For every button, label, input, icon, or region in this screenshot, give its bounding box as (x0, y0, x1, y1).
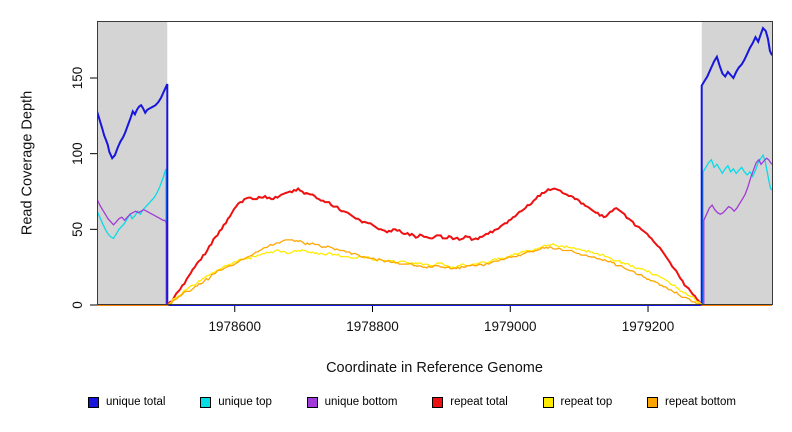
legend-label: unique total (106, 396, 166, 408)
legend-item-repeat-total: repeat total (432, 396, 508, 408)
legend-item-unique-total: unique total (88, 396, 165, 408)
x-tick-label: 1978600 (208, 319, 261, 334)
y-tick-label: 150 (70, 67, 85, 90)
legend-swatch-icon (647, 396, 659, 408)
x-tick-label: 1979000 (484, 319, 537, 334)
legend-item-repeat-bottom: repeat bottom (647, 396, 736, 408)
y-tick-label: 0 (70, 301, 85, 309)
legend-item-repeat-top: repeat top (542, 396, 613, 408)
series-line-repeat-bottom (97, 239, 772, 306)
legend-label: repeat bottom (665, 396, 736, 408)
chart-legend: unique total unique top unique bottom repea… (88, 396, 736, 408)
legend-swatch-icon (432, 396, 444, 408)
y-tick-label: 50 (70, 222, 85, 237)
y-axis-title: Read Coverage Depth (19, 90, 36, 236)
legend-swatch-icon (306, 396, 318, 408)
legend-label: repeat top (560, 396, 613, 408)
series-line-repeat-total (97, 187, 772, 306)
x-axis-title: Coordinate in Reference Genome (326, 360, 543, 376)
shaded-region (97, 22, 168, 305)
plot-border (97, 21, 773, 305)
x-tick-label: 1978800 (346, 319, 399, 334)
legend-item-unique-bottom: unique bottom (306, 396, 398, 408)
y-tick-label: 100 (70, 142, 85, 165)
legend-label: unique top (218, 396, 272, 408)
x-tick-label: 1979200 (622, 319, 675, 334)
legend-swatch-icon (542, 396, 554, 408)
series-line-unique-bottom (97, 157, 772, 306)
legend-swatch-icon (200, 396, 212, 408)
series-line-unique-total (97, 26, 772, 306)
legend-swatch-icon (88, 396, 99, 408)
legend-label: unique bottom (324, 396, 398, 408)
series-line-repeat-top (97, 242, 772, 306)
legend-item-unique-top: unique top (200, 396, 272, 408)
legend-label: repeat total (450, 396, 508, 408)
